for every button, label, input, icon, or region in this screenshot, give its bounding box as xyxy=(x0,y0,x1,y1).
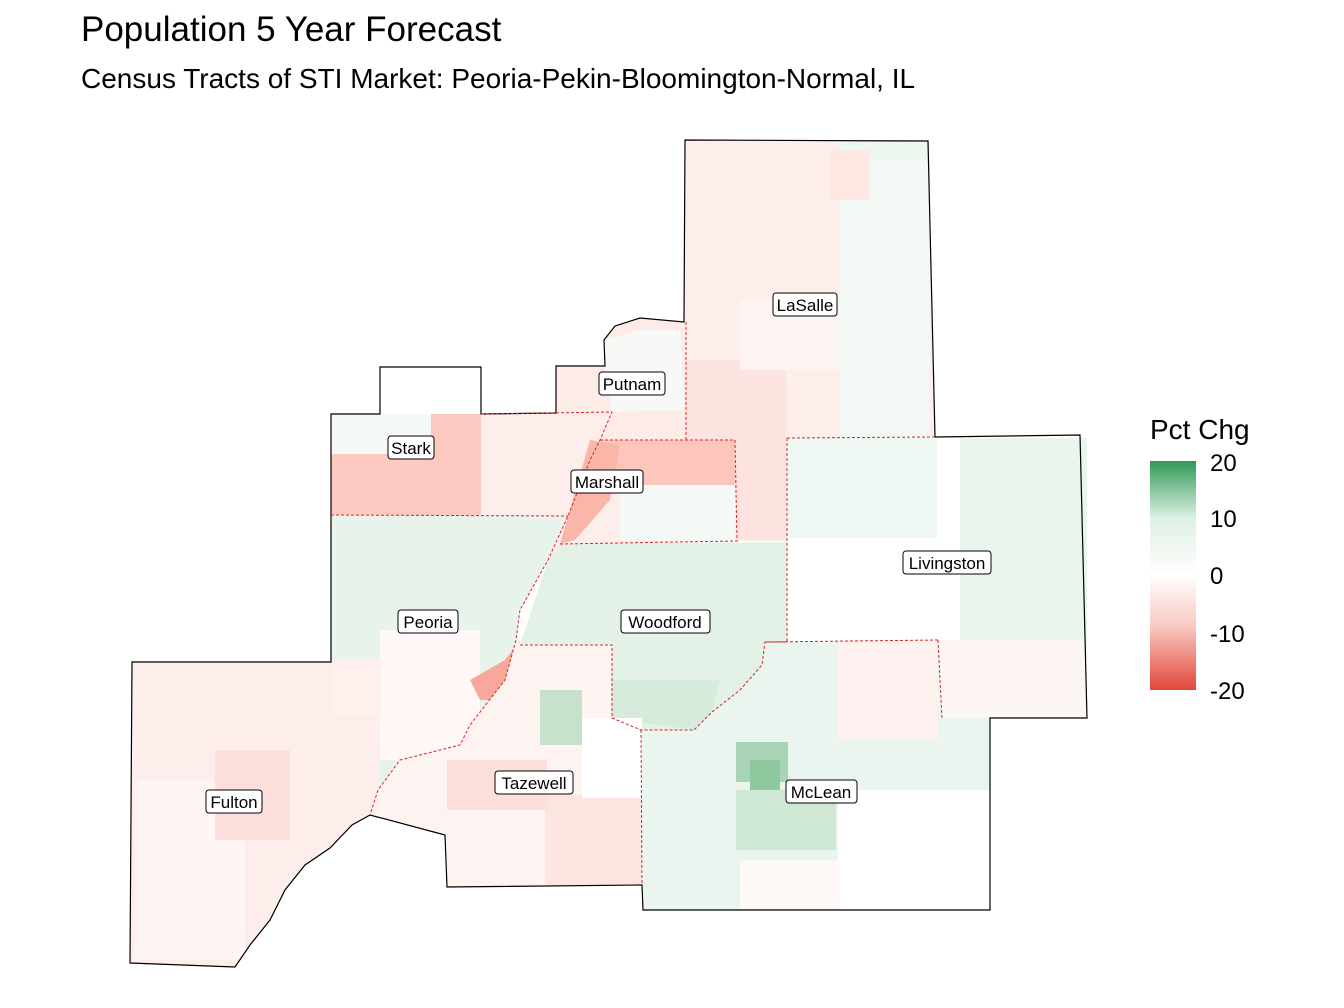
county-borders xyxy=(330,322,943,886)
county-label-lasalle: LaSalle xyxy=(772,292,838,317)
county-label-marshall: Marshall xyxy=(570,469,644,494)
svg-text:Putnam: Putnam xyxy=(603,375,662,394)
county-label-peoria: Peoria xyxy=(397,609,459,634)
map-title: Population 5 Year Forecast xyxy=(81,10,502,49)
county-label-putnam: Putnam xyxy=(598,371,666,396)
map-subtitle: Census Tracts of STI Market: Peoria-Peki… xyxy=(81,63,916,94)
county-mclean xyxy=(641,640,990,910)
market-outline xyxy=(129,139,1088,968)
county-tazewell xyxy=(370,640,642,887)
legend-tick-minus-10: -10 xyxy=(1210,621,1245,648)
legend-tick-20: 20 xyxy=(1210,450,1237,477)
svg-text:Peoria: Peoria xyxy=(403,613,453,632)
legend-tick-10: 10 xyxy=(1210,506,1237,533)
county-label-mclean: McLean xyxy=(785,779,858,804)
county-woodford xyxy=(520,542,787,730)
legend-color-bar xyxy=(1150,461,1196,690)
county-label-fulton: Fulton xyxy=(205,789,263,814)
svg-text:Fulton: Fulton xyxy=(210,793,257,812)
svg-text:Woodford: Woodford xyxy=(628,613,701,632)
svg-text:Tazewell: Tazewell xyxy=(501,774,566,793)
svg-text:Livingston: Livingston xyxy=(909,554,986,573)
legend-tick-minus-20: -20 xyxy=(1210,678,1245,705)
county-label-livingston: Livingston xyxy=(902,550,992,575)
county-label-tazewell: Tazewell xyxy=(494,770,574,795)
svg-text:Stark: Stark xyxy=(391,439,431,458)
county-livingston xyxy=(787,435,1087,718)
svg-text:LaSalle: LaSalle xyxy=(777,296,834,315)
legend-title: Pct Chg xyxy=(1150,414,1250,445)
svg-text:Marshall: Marshall xyxy=(575,473,639,492)
svg-text:McLean: McLean xyxy=(791,783,851,802)
county-label-stark: Stark xyxy=(387,435,435,460)
county-label-woodford: Woodford xyxy=(620,609,711,634)
legend-tick-0: 0 xyxy=(1210,563,1224,590)
